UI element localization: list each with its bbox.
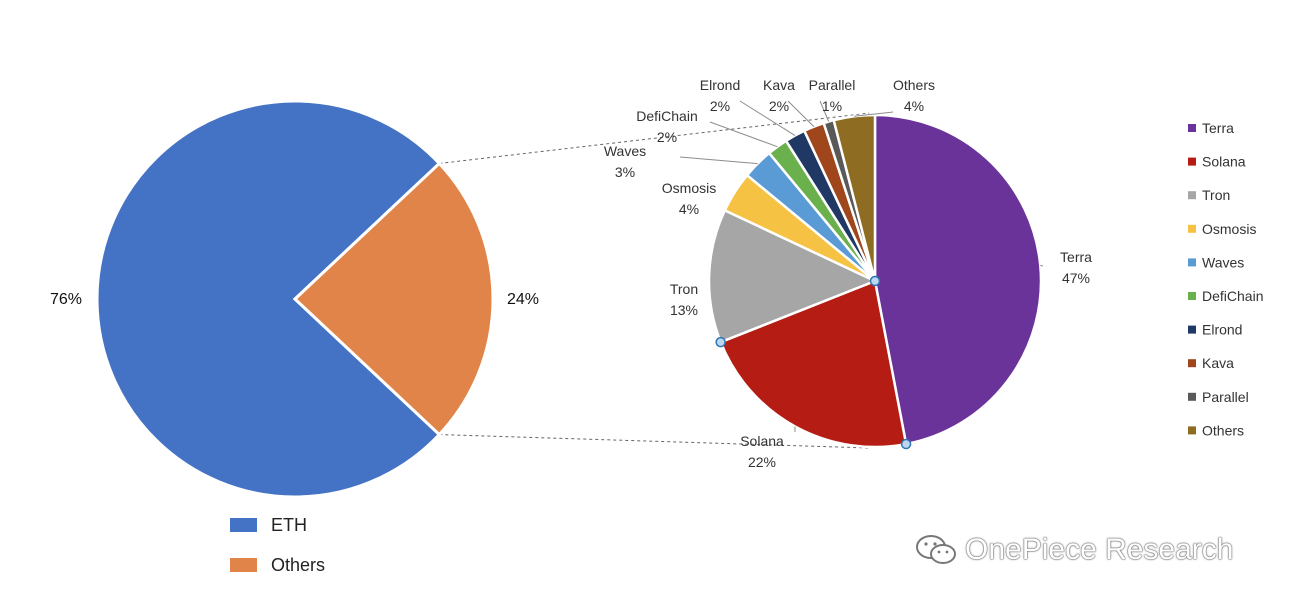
connector-line-top bbox=[439, 112, 870, 164]
leader-line-kava bbox=[787, 100, 815, 128]
breakdown-legend-swatch-solana bbox=[1188, 157, 1196, 166]
breakdown-legend-label-kava: Kava bbox=[1202, 355, 1234, 371]
main-pie bbox=[95, 99, 495, 499]
breakdown-value-defichain: 2% bbox=[657, 129, 677, 145]
breakdown-value-others: 4% bbox=[904, 98, 924, 114]
breakdown-legend-swatch-defichain bbox=[1188, 292, 1196, 300]
main-legend-label-others: Others bbox=[271, 555, 325, 575]
breakdown-legend-swatch-terra bbox=[1188, 124, 1196, 132]
breakdown-value-solana: 22% bbox=[748, 454, 776, 470]
selection-handle bbox=[715, 336, 726, 348]
leader-line-waves bbox=[679, 156, 758, 165]
selection-handle bbox=[900, 438, 912, 450]
breakdown-label-osmosis: Osmosis bbox=[662, 180, 716, 196]
breakdown-legend-swatch-osmosis bbox=[1188, 224, 1196, 233]
main-pie-label-others: 24% bbox=[507, 291, 539, 308]
wechat-icon bbox=[916, 535, 956, 564]
breakdown-slice-tron bbox=[707, 208, 879, 344]
breakdown-value-osmosis: 4% bbox=[679, 201, 699, 217]
leader-line-defichain bbox=[709, 121, 778, 148]
main-pie-slice-eth bbox=[95, 99, 442, 499]
watermark: OnePiece Research bbox=[915, 530, 1233, 570]
breakdown-legend-swatch-tron bbox=[1188, 191, 1196, 200]
breakdown-label-elrond: Elrond bbox=[700, 77, 740, 93]
breakdown-legend-swatch-kava bbox=[1188, 359, 1196, 368]
breakdown-label-defichain: DefiChain bbox=[636, 108, 697, 124]
pie-connector-lines bbox=[439, 112, 871, 449]
breakdown-pie bbox=[707, 113, 1043, 450]
breakdown-legend-label-defichain: DefiChain bbox=[1202, 288, 1263, 304]
breakdown-legend-label-waves: Waves bbox=[1202, 254, 1244, 270]
breakdown-legend-label-parallel: Parallel bbox=[1202, 389, 1249, 405]
breakdown-value-kava: 2% bbox=[769, 98, 789, 114]
breakdown-label-kava: Kava bbox=[763, 77, 795, 93]
breakdown-label-solana: Solana bbox=[740, 433, 784, 449]
connector-line-bottom bbox=[439, 434, 871, 449]
selection-handle bbox=[869, 275, 881, 287]
breakdown-legend-swatch-parallel bbox=[1188, 392, 1196, 401]
breakdown-legend-label-others: Others bbox=[1202, 422, 1244, 438]
breakdown-label-tron: Tron bbox=[670, 281, 698, 297]
breakdown-legend-swatch-others bbox=[1188, 426, 1196, 435]
breakdown-value-tron: 13% bbox=[670, 302, 698, 318]
breakdown-slice-others bbox=[832, 113, 877, 282]
main-legend-swatch-others bbox=[230, 558, 257, 572]
breakdown-label-parallel: Parallel bbox=[809, 77, 856, 93]
leader-line-elrond bbox=[739, 100, 796, 136]
breakdown-value-parallel: 1% bbox=[822, 98, 842, 114]
breakdown-label-waves: Waves bbox=[604, 143, 646, 159]
breakdown-label-others: Others bbox=[893, 77, 935, 93]
breakdown-legend-label-terra: Terra bbox=[1202, 120, 1234, 136]
main-legend-swatch-eth bbox=[230, 518, 257, 532]
leader-line-parallel bbox=[819, 100, 830, 122]
breakdown-slice-terra bbox=[873, 113, 1043, 446]
breakdown-legend-label-tron: Tron bbox=[1202, 187, 1230, 203]
breakdown-value-terra: 47% bbox=[1062, 270, 1090, 286]
main-pie-label-eth: 76% bbox=[50, 291, 82, 308]
breakdown-legend-swatch-waves bbox=[1188, 258, 1196, 267]
main-pie-slice-others bbox=[292, 161, 495, 437]
breakdown-label-terra: Terra bbox=[1060, 249, 1092, 265]
main-legend-label-eth: ETH bbox=[271, 515, 307, 535]
breakdown-legend: Terra Solana Tron Osmosis Waves DefiChain Elro… bbox=[1188, 120, 1263, 438]
data-labels: 76% 24% Terra 47% Solana 22% Tron 13% Osmosis 4% W… bbox=[50, 77, 1092, 470]
breakdown-value-elrond: 2% bbox=[710, 98, 730, 114]
breakdown-value-waves: 3% bbox=[615, 164, 635, 180]
breakdown-legend-swatch-elrond bbox=[1188, 325, 1196, 334]
breakdown-legend-label-solana: Solana bbox=[1202, 154, 1246, 170]
watermark-text: OnePiece Research bbox=[965, 533, 1234, 566]
leader-line-terra bbox=[1040, 264, 1044, 267]
main-legend: ETH Others bbox=[230, 515, 325, 575]
breakdown-legend-label-osmosis: Osmosis bbox=[1202, 221, 1256, 237]
leader-line-others bbox=[854, 111, 894, 117]
breakdown-legend-label-elrond: Elrond bbox=[1202, 322, 1242, 338]
